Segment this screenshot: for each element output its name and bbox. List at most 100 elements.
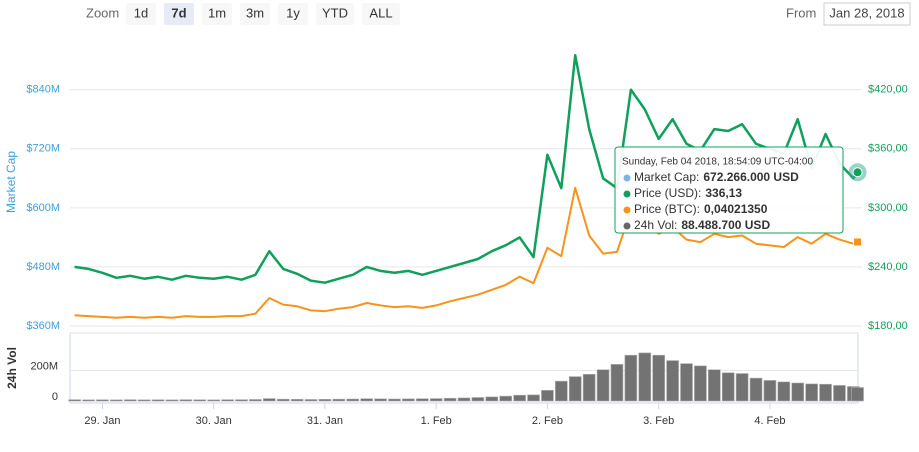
volume-bar (819, 383, 832, 402)
volume-bar (791, 382, 805, 402)
volume-bar (249, 399, 262, 402)
tooltip-item: Price (USD): 336,13 (634, 186, 742, 200)
range-button-bg[interactable] (164, 3, 194, 25)
from-value[interactable]: Jan 28, 2018 (829, 5, 904, 20)
range-button[interactable]: 1d (126, 3, 156, 25)
range-button[interactable]: 1m (202, 3, 232, 25)
tooltip-item: 24h Vol: 88.488.700 USD (634, 218, 770, 232)
range-button-bg[interactable] (362, 3, 400, 25)
range-button-bg[interactable] (202, 3, 232, 25)
tooltip-item-value: 0,04021350 (704, 202, 768, 216)
volume-bar (374, 398, 387, 402)
y2-tick-label: $240,00 (868, 261, 908, 273)
volume-bar (415, 398, 429, 402)
volume-bar (582, 373, 596, 402)
volume-bar (457, 397, 471, 402)
volume-bar (332, 398, 346, 402)
range-button-label[interactable]: YTD (322, 5, 348, 20)
volume-bar (568, 376, 582, 402)
range-button[interactable]: ALL (362, 3, 400, 25)
volume-bar (221, 399, 234, 402)
range-button-label[interactable]: ALL (369, 5, 392, 20)
tooltip-item-name: Market Cap: (634, 170, 699, 184)
volume-bar (721, 372, 735, 402)
volume-bar (68, 399, 81, 402)
volume-bar (624, 354, 638, 402)
volume-bar (263, 398, 276, 402)
volume-bar (763, 380, 777, 402)
y2-tick-label: $360,00 (868, 143, 908, 155)
volume-bar (207, 399, 220, 402)
volume-bar (555, 380, 568, 402)
range-button-label[interactable]: 1m (208, 5, 226, 20)
range-button[interactable]: 1y (278, 3, 308, 25)
volume-bar (749, 377, 763, 402)
volume-bar (652, 354, 665, 402)
x-tick-label: 29. Jan (84, 415, 120, 427)
range-button-bg[interactable] (316, 3, 354, 25)
y2-tick-label: $420,00 (868, 84, 908, 96)
volume-bar (360, 398, 373, 402)
y2-tick-label: $180,00 (868, 320, 908, 332)
volume-bar (694, 365, 707, 402)
volume-bar (193, 399, 207, 402)
range-button[interactable]: YTD (316, 3, 354, 25)
range-selector: Zoom 1d 7d 1m 3m 1y YTD ALL From Jan 28, 2018 (86, 2, 911, 26)
volume-bar (708, 369, 721, 402)
volume-bar (276, 398, 290, 402)
volume-bar (151, 399, 165, 402)
range-button[interactable]: 3m (240, 3, 270, 25)
y-tick-label: $720M (26, 143, 60, 155)
y-tick-label: 0 (52, 391, 58, 403)
x-tick-label: 4. Feb (754, 415, 785, 427)
range-button-label[interactable]: 7d (171, 5, 186, 20)
volume-bar (388, 398, 401, 402)
tooltip-box (614, 146, 844, 234)
tooltip: Sunday, Feb 04 2018, 18:54:09 UTC-04:00 M… (614, 146, 844, 234)
volume-bar (235, 399, 248, 402)
volume-bar (165, 399, 179, 402)
volume-bar (471, 397, 485, 402)
volume-bar (851, 387, 864, 402)
y2-tick-label: $300,00 (868, 202, 908, 214)
volume-bar (499, 395, 513, 402)
volume-bar (110, 399, 123, 402)
volume-bar (82, 399, 95, 402)
zoom-label: Zoom (86, 5, 119, 20)
range-button-label[interactable]: 3m (246, 5, 264, 20)
volume-bar (123, 399, 137, 402)
volume-bar (805, 383, 818, 402)
volume-bar (346, 398, 360, 402)
tooltip-dot (623, 222, 631, 230)
from-input[interactable] (823, 2, 911, 26)
volume-bar (666, 360, 679, 402)
range-button-bg[interactable] (240, 3, 270, 25)
volume-bar (513, 394, 526, 402)
volume-bar (443, 397, 457, 402)
volume-axis-title: 24h Vol (5, 347, 19, 389)
y-tick-label: $600M (26, 202, 60, 214)
range-button-bg[interactable] (126, 3, 156, 25)
range-button[interactable]: 7d (164, 3, 194, 25)
volume-bar (96, 399, 109, 402)
tooltip-dot (623, 206, 631, 214)
volume-bar (402, 398, 415, 402)
range-button-label[interactable]: 1y (286, 5, 300, 20)
volume-bar (429, 398, 443, 402)
range-button-bg[interactable] (278, 3, 308, 25)
series-line (74, 53, 859, 284)
tooltip-item-value: 672.266.000 USD (703, 170, 799, 184)
tooltip-item-name: 24h Vol: (634, 218, 677, 232)
tooltip-item-value: 336,13 (705, 186, 742, 200)
y-tick-label: 200M (30, 360, 58, 372)
volume-bar (290, 399, 304, 402)
tooltip-title: Sunday, Feb 04 2018, 18:54:09 UTC-04:00 (622, 157, 813, 168)
x-tick-label: 1. Feb (421, 415, 452, 427)
y-tick-label: $840M (26, 84, 60, 96)
volume-bar (833, 385, 846, 402)
hover-marker (852, 167, 863, 178)
volume-bar (777, 381, 791, 402)
x-tick-label: 2. Feb (532, 415, 563, 427)
tooltip-item-name: Price (USD): (634, 186, 701, 200)
range-button-label[interactable]: 1d (134, 5, 148, 20)
